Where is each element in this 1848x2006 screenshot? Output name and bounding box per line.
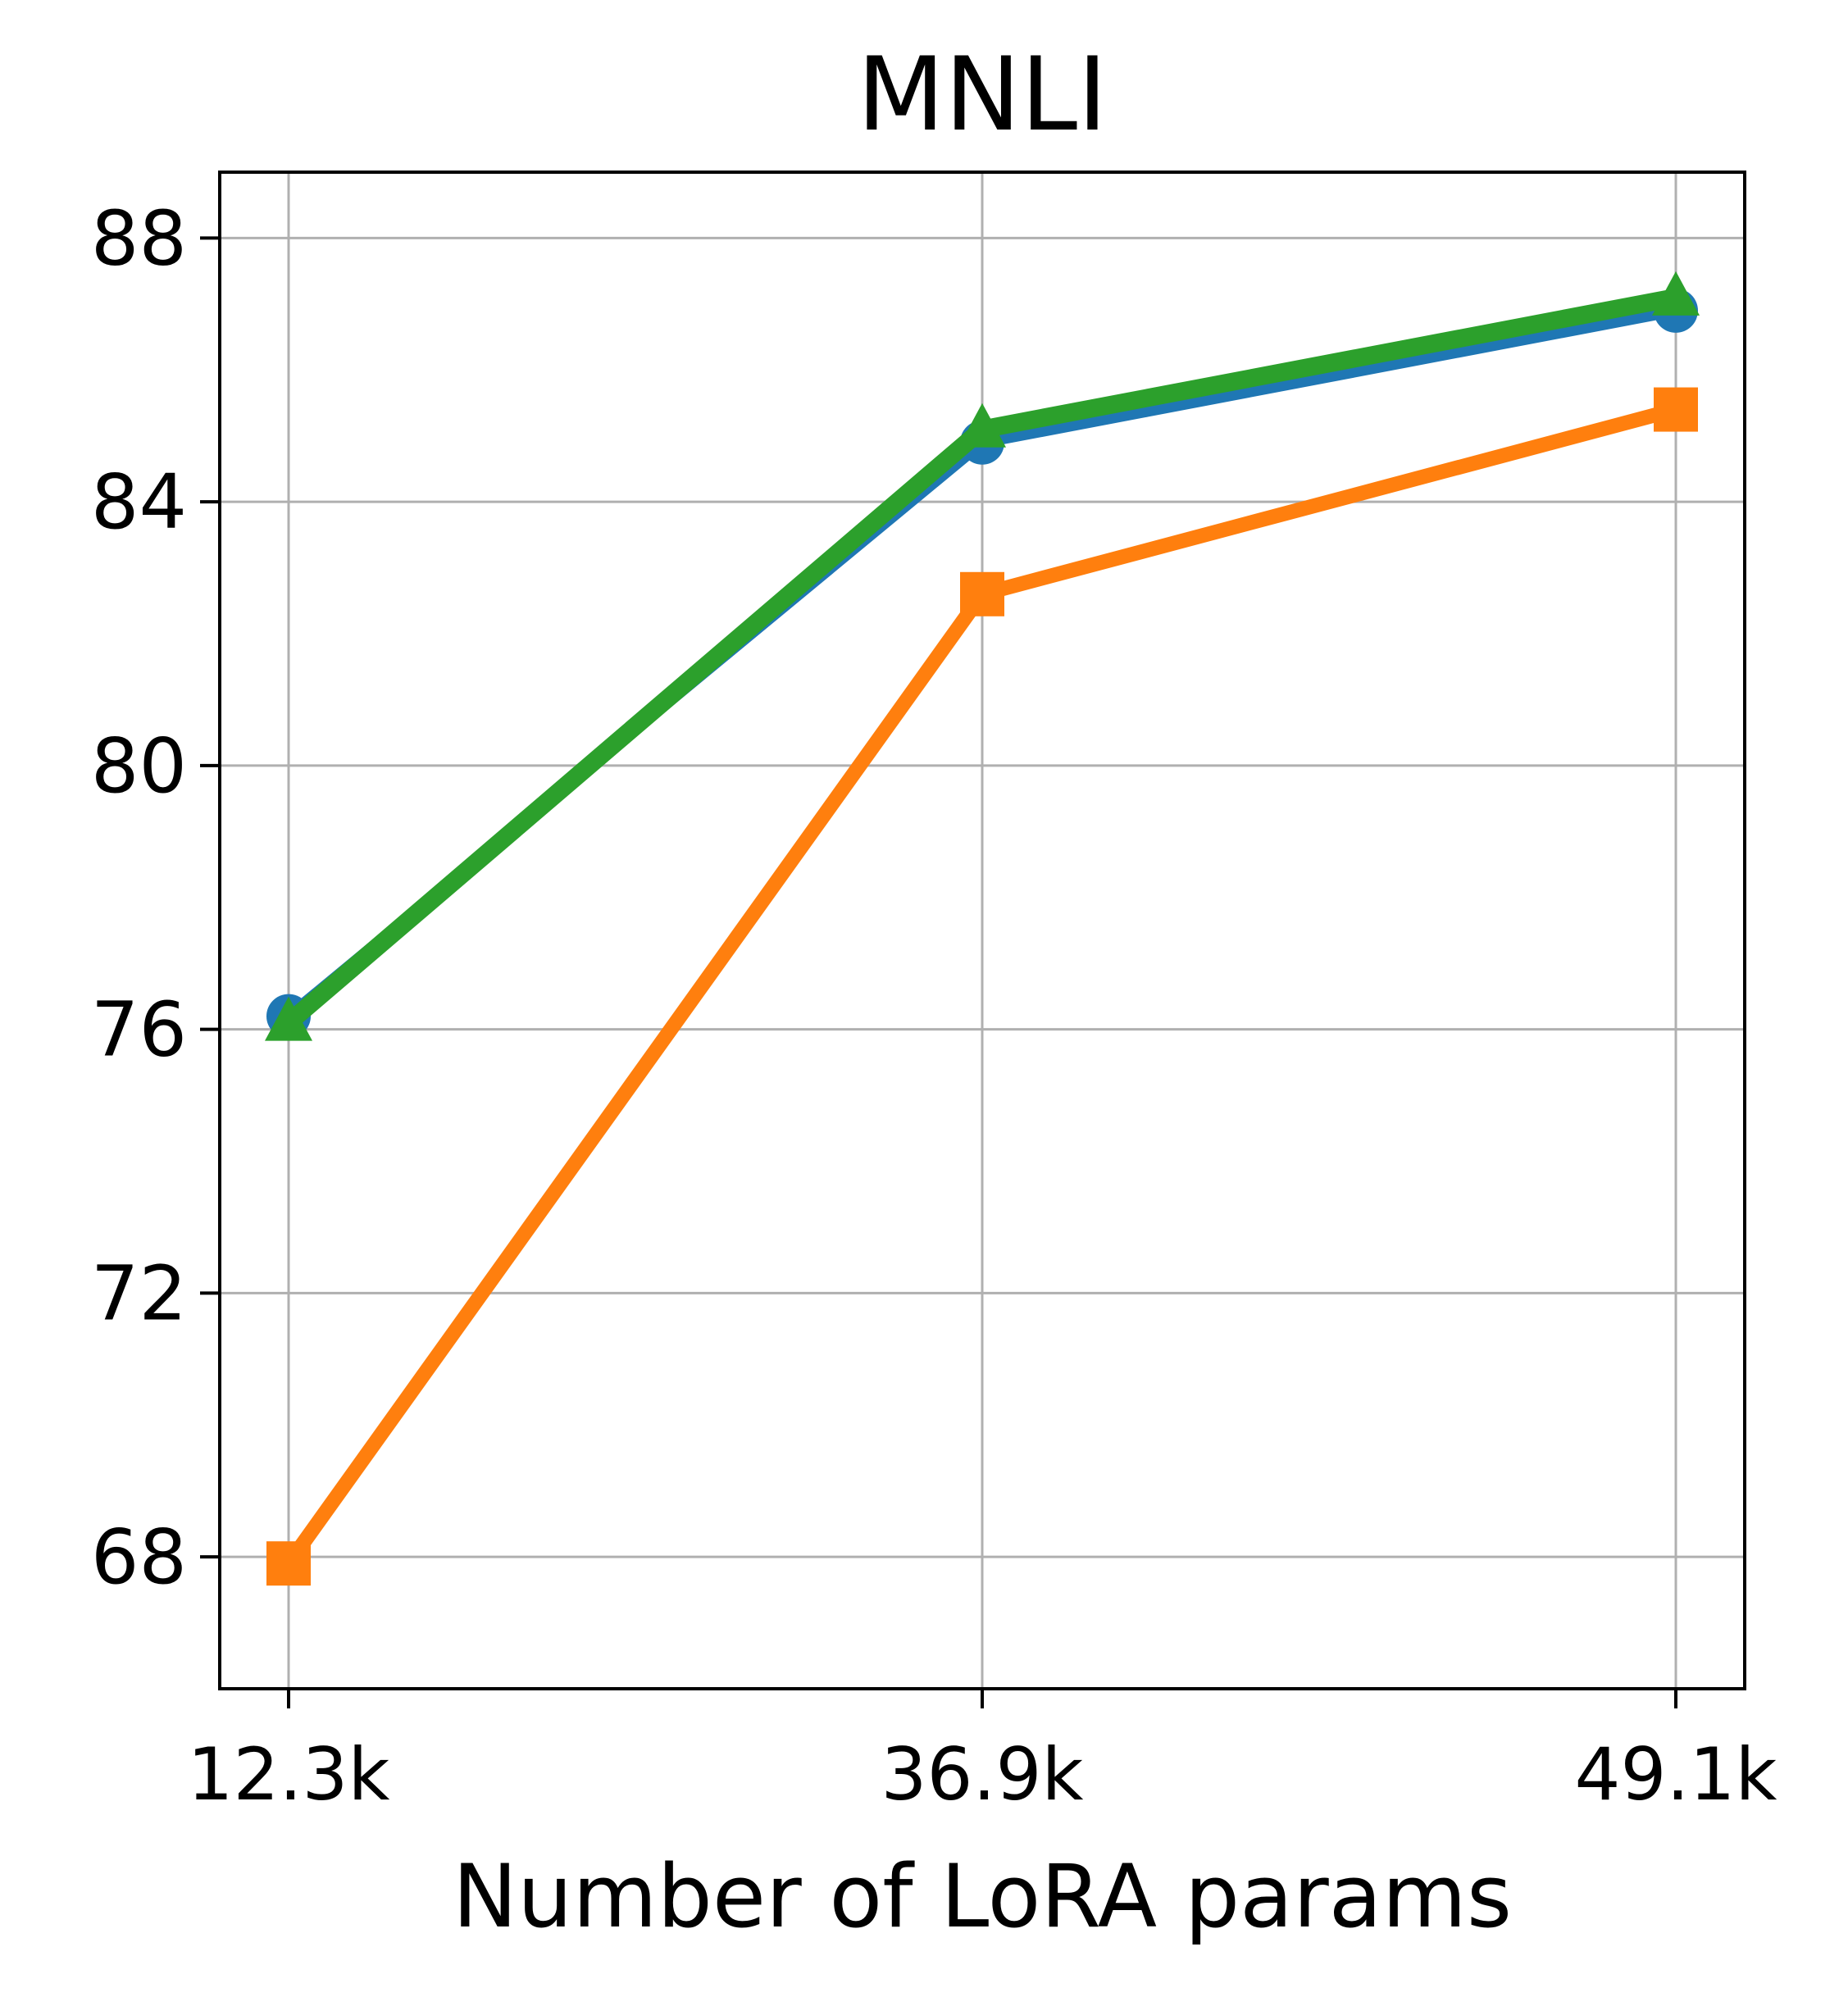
series-3	[265, 271, 1700, 1041]
data-point	[266, 1541, 311, 1586]
x-axis: 12.3k 36.9k 49.1k	[188, 1689, 1777, 1817]
data-point	[1652, 271, 1700, 316]
data-point	[960, 571, 1004, 616]
x-axis-label: Number of LoRA params	[453, 1846, 1512, 1947]
y-tick-label: 76	[91, 986, 187, 1074]
data-point	[265, 996, 312, 1041]
data-point	[958, 403, 1006, 448]
y-tick-label: 80	[91, 722, 187, 810]
x-tick-label: 36.9k	[881, 1732, 1084, 1817]
series-layer	[265, 271, 1700, 1586]
data-point	[1654, 387, 1698, 432]
y-tick-label: 88	[91, 194, 187, 282]
y-tick-label: 68	[91, 1513, 187, 1601]
y-tick-label: 72	[91, 1249, 187, 1337]
y-axis: 68 72 76 80 84 88	[91, 194, 220, 1601]
x-tick-label: 49.1k	[1575, 1732, 1777, 1817]
series-2	[266, 387, 1698, 1586]
chart-title: MNLI	[857, 36, 1107, 154]
x-tick-label: 12.3k	[188, 1732, 390, 1817]
y-tick-label: 84	[91, 458, 187, 546]
